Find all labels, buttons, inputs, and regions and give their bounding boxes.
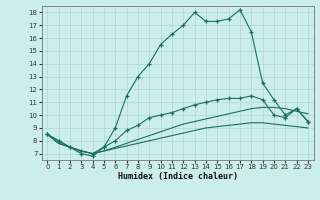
X-axis label: Humidex (Indice chaleur): Humidex (Indice chaleur) [118, 172, 237, 181]
